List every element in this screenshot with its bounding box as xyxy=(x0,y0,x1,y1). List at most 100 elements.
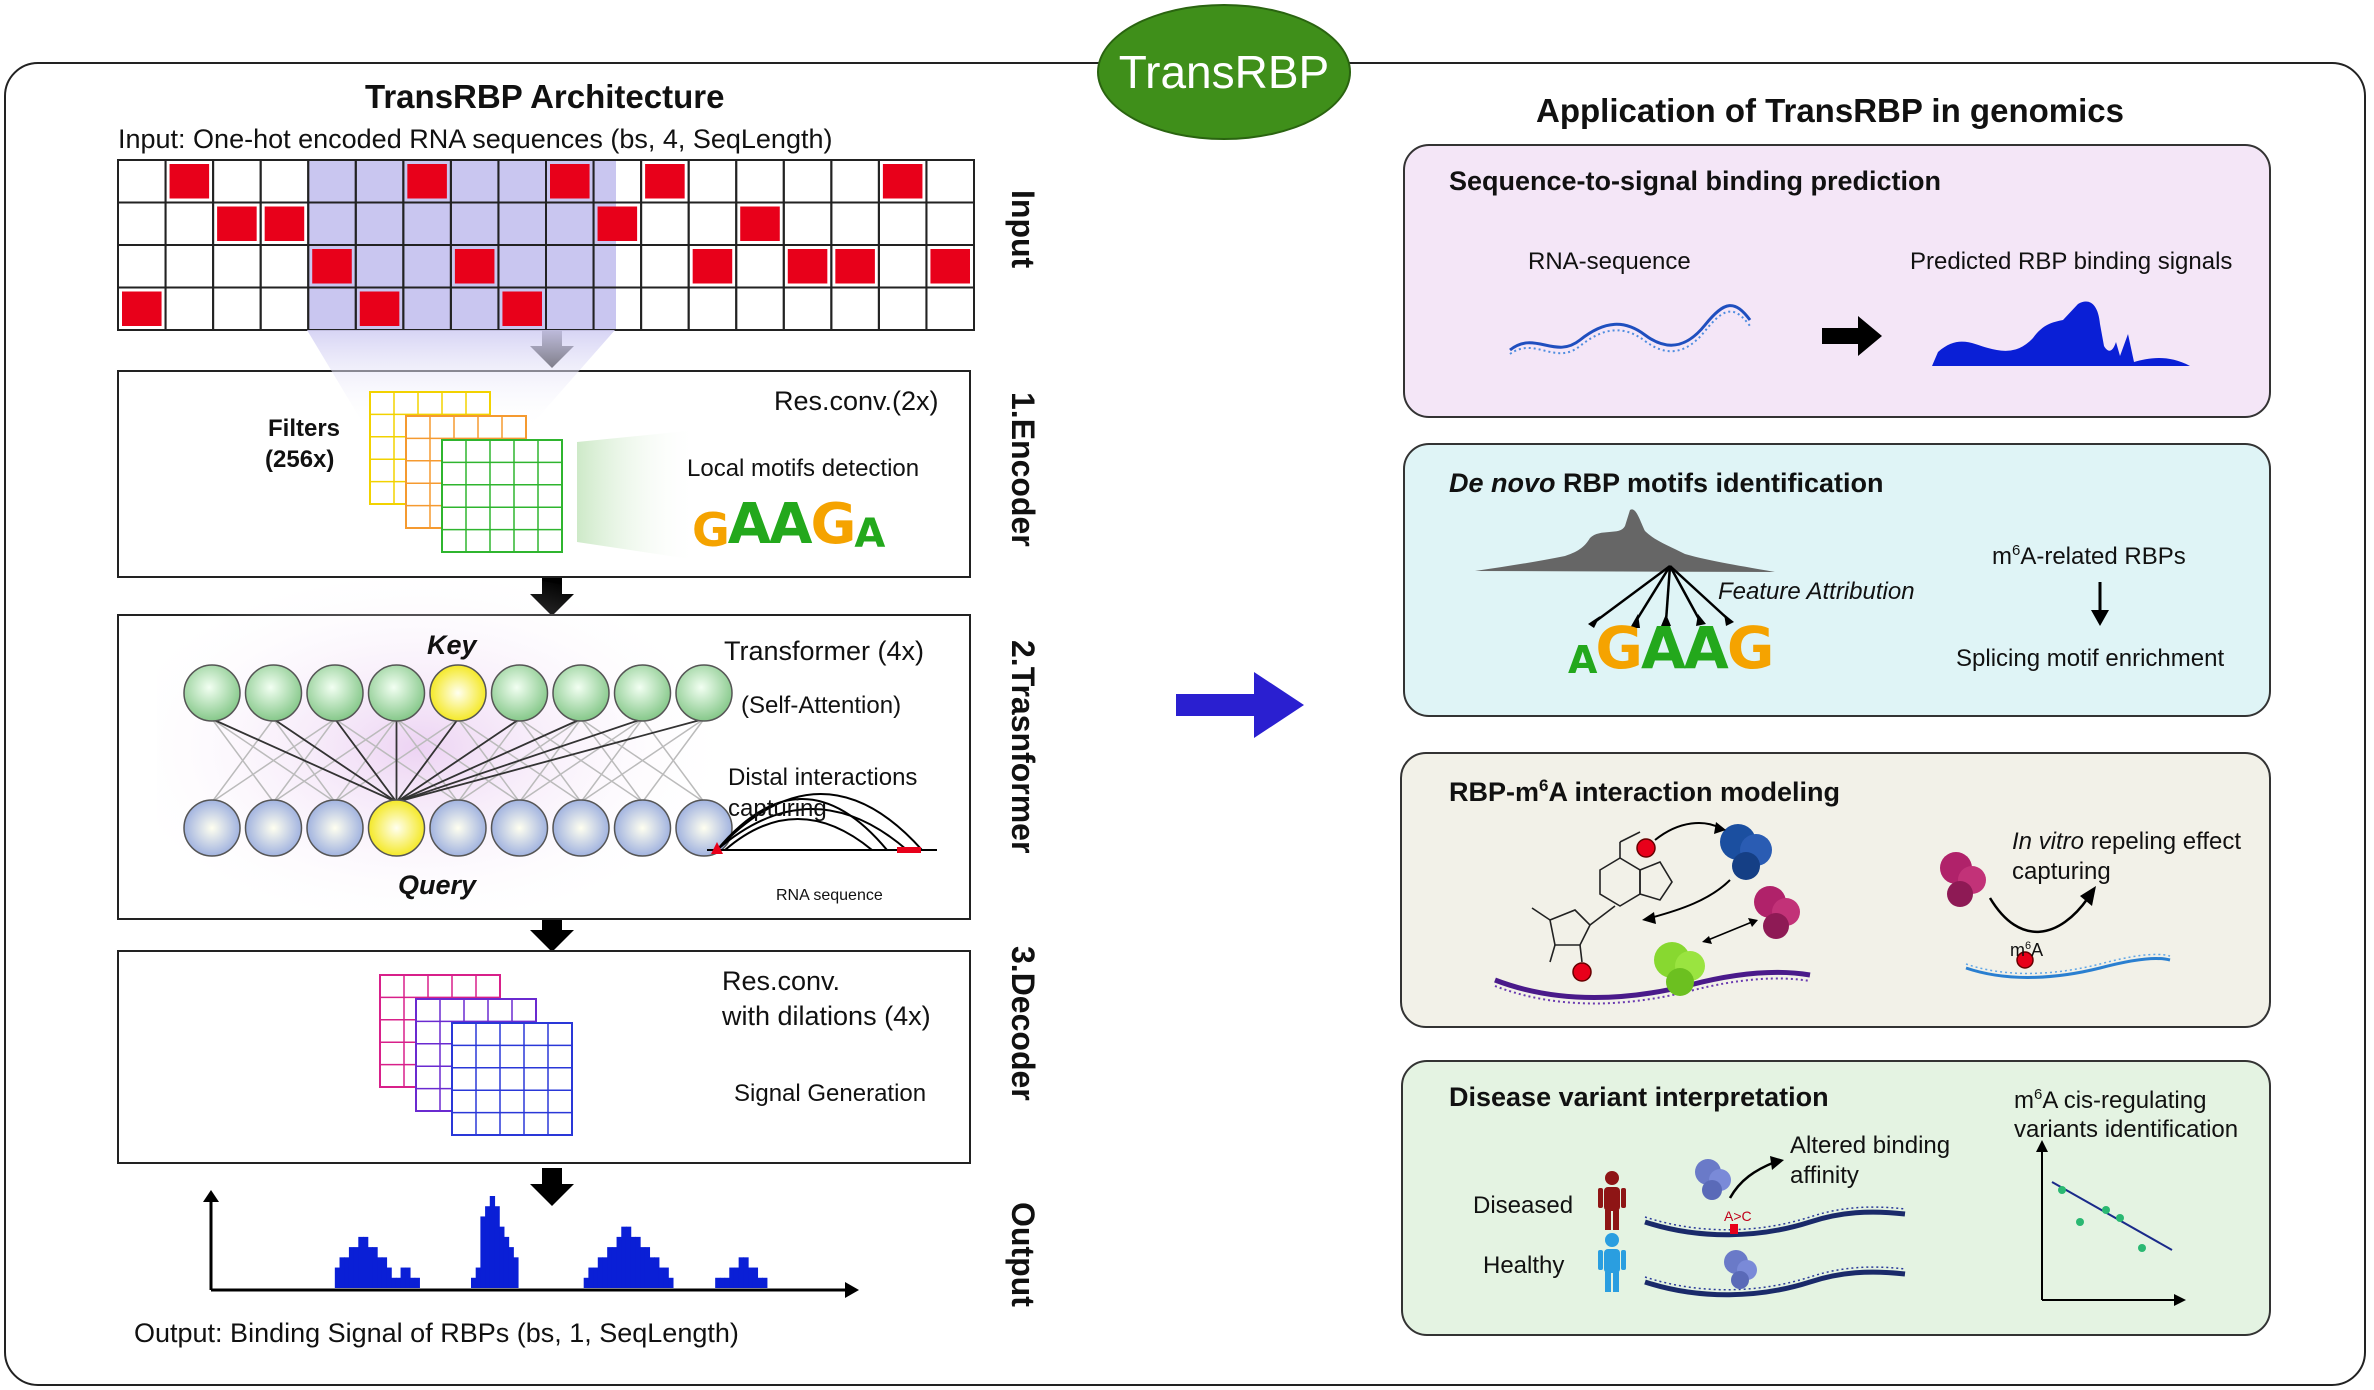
signal-bar xyxy=(644,1247,651,1288)
signal-bar xyxy=(607,1247,613,1288)
key-node xyxy=(490,664,549,722)
signal-bar xyxy=(621,1226,627,1288)
onehot-cell xyxy=(640,286,690,331)
signal-bar xyxy=(353,1247,359,1288)
signal-bar xyxy=(649,1257,655,1288)
signal-bar xyxy=(733,1267,740,1288)
panel4-title: Disease variant interpretation xyxy=(1449,1082,1829,1112)
signal-bar xyxy=(480,1216,486,1288)
de-novo-motif-logo: A G A A G xyxy=(1568,614,1774,682)
query-node xyxy=(552,799,610,857)
output-caption: Output: Binding Signal of RBPs (bs, 1, S… xyxy=(134,1318,739,1348)
transformer-shading xyxy=(157,578,937,918)
cis-regulating-line2: variants identification xyxy=(2014,1116,2239,1143)
altered-binding-1: Altered binding xyxy=(1790,1132,1951,1159)
onehot-cell xyxy=(164,201,215,246)
rna-sequence-label: RNA-sequence xyxy=(1528,248,1691,275)
signal-bar xyxy=(395,1277,402,1288)
signal-bar xyxy=(508,1247,514,1288)
onehot-active-cell xyxy=(645,164,685,199)
panel-de-novo-motifs xyxy=(1403,443,2271,717)
signal-bar xyxy=(602,1257,608,1288)
signal-bar xyxy=(611,1247,618,1288)
onehot-cell xyxy=(925,159,976,204)
onehot-cell xyxy=(877,244,928,289)
signal-bar xyxy=(593,1267,599,1288)
onehot-cell xyxy=(735,159,785,204)
variant-graphic xyxy=(1598,1156,1906,1298)
distal-caption-2: capturing xyxy=(728,795,827,822)
onehot-active-cell xyxy=(502,291,542,326)
signal-bar xyxy=(743,1257,749,1288)
onehot-cell xyxy=(687,201,738,246)
query-node xyxy=(429,799,487,857)
signal-bar xyxy=(658,1267,665,1288)
signal-bar xyxy=(719,1277,726,1288)
stage-label-encoder: 1.Encoder xyxy=(1005,392,1041,547)
signal-bar xyxy=(381,1257,388,1288)
healthy-label: Healthy xyxy=(1483,1252,1565,1279)
onehot-active-cell xyxy=(217,206,257,241)
onehot-cell xyxy=(925,201,976,246)
predicted-signals-label: Predicted RBP binding signals xyxy=(1910,248,2233,275)
query-node xyxy=(613,799,672,857)
onehot-cell xyxy=(735,286,785,331)
feature-attribution-label: Feature Attribution xyxy=(1718,578,1915,605)
decoder-block-label-2: with dilations (4x) xyxy=(722,1001,931,1031)
applications-title: Application of TransRBP in genomics xyxy=(1536,92,2124,129)
panel3-title: RBP-m6A interaction modeling xyxy=(1449,776,1840,807)
splicing-motif-enrichment: Splicing motif enrichment xyxy=(1956,645,2225,672)
onehot-active-cell xyxy=(787,249,828,284)
input-caption: Input: One-hot encoded RNA sequences (bs… xyxy=(118,124,833,154)
signal-bar xyxy=(372,1247,378,1288)
signal-bar xyxy=(748,1267,754,1288)
signal-bar xyxy=(414,1277,420,1288)
signal-bar xyxy=(339,1257,345,1288)
signal-bar xyxy=(738,1257,744,1288)
onehot-cell xyxy=(117,201,167,246)
signal-bar xyxy=(334,1267,341,1288)
m6a-molecule-graphic xyxy=(1494,822,1811,1005)
onehot-cell xyxy=(830,201,880,246)
signal-bar xyxy=(597,1257,604,1288)
big-right-arrow xyxy=(1176,672,1304,738)
stage-label-input: Input xyxy=(1005,190,1041,269)
encoder-filters xyxy=(369,391,563,553)
diseased-person-icon xyxy=(1598,1171,1626,1230)
onehot-cell xyxy=(212,286,262,331)
onehot-cell xyxy=(877,286,928,331)
architecture-title: TransRBP Architecture xyxy=(365,78,725,115)
onehot-active-cell xyxy=(882,164,923,199)
signal-bar xyxy=(635,1236,641,1288)
onehot-cell xyxy=(640,244,690,289)
filters-count: (256x) xyxy=(265,446,335,473)
signal-bar xyxy=(757,1277,763,1288)
panel-sequence-to-signal xyxy=(1403,144,2271,418)
onehot-cell xyxy=(687,159,738,204)
onehot-active-cell xyxy=(264,206,305,241)
onehot-cell xyxy=(164,286,215,331)
signal-bar xyxy=(762,1277,768,1288)
signal-bar xyxy=(616,1236,622,1288)
down-arrow-3 xyxy=(530,914,574,952)
onehot-cell xyxy=(830,159,880,204)
encoder-block-label: Res.conv.(2x) xyxy=(774,386,939,416)
onehot-cell xyxy=(259,286,310,331)
protein-green xyxy=(1654,942,1705,996)
key-node xyxy=(367,664,426,722)
onehot-cell xyxy=(164,244,215,289)
query-node-highlight xyxy=(367,799,426,857)
onehot-cell xyxy=(212,244,262,289)
protein-magenta xyxy=(1754,886,1800,939)
onehot-cell xyxy=(259,244,310,289)
onehot-active-cell xyxy=(692,249,733,284)
key-node xyxy=(675,664,733,722)
distal-caption-1: Distal interactions xyxy=(728,764,918,791)
query-node xyxy=(490,799,549,857)
rna-helix-icon xyxy=(1509,304,1752,355)
onehot-active-cell xyxy=(550,164,590,199)
signal-bar xyxy=(513,1257,519,1288)
key-node xyxy=(183,664,241,722)
query-node xyxy=(306,799,364,857)
cis-regulating-line1: m6A cis-regulating xyxy=(2014,1086,2207,1114)
